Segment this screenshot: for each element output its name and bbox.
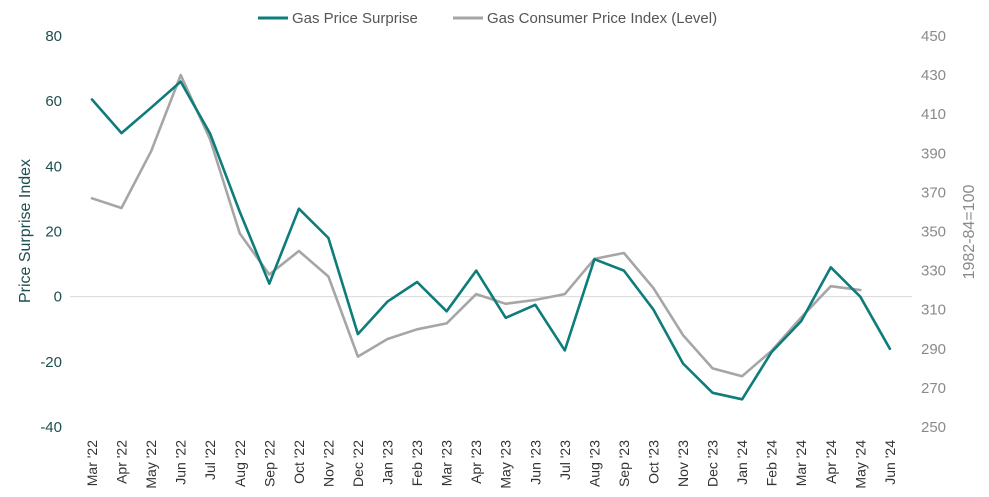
- x-tick-label: Aug '22: [232, 440, 248, 487]
- y-tick-label: -40: [40, 419, 62, 436]
- legend-label: Gas Price Surprise: [292, 10, 418, 27]
- legend: Gas Price Surprise Gas Consumer Price Ind…: [258, 10, 717, 27]
- x-tick-label: Sep '23: [616, 440, 632, 487]
- y2-tick-label: 430: [921, 67, 946, 84]
- x-tick-label: Jul '22: [202, 440, 218, 480]
- x-tick-label: Nov '22: [320, 440, 336, 487]
- y2-tick-label: 450: [921, 28, 946, 45]
- x-tick-label: Apr '23: [468, 440, 484, 484]
- x-tick-label: Oct '23: [645, 440, 661, 484]
- y2-tick-label: 310: [921, 302, 946, 319]
- y2-tick-label: 410: [921, 106, 946, 123]
- x-tick-label: Mar '23: [439, 440, 455, 486]
- y-tick-label: 60: [45, 93, 62, 110]
- x-tick-label: Jun '23: [527, 440, 543, 485]
- x-tick-label: Oct '22: [291, 440, 307, 484]
- series-line-gas-cpi: [90, 73, 862, 378]
- x-tick-label: Mar '22: [84, 440, 100, 486]
- x-tick-label: Jun '24: [882, 440, 898, 485]
- y2-axis-title: 1982-84=100: [961, 185, 978, 280]
- right-axis: 250 270 290 310 330 350 370 390 410 430 450: [921, 28, 946, 436]
- x-tick-label: Mar '24: [793, 440, 809, 486]
- x-tick-label: Sep '22: [261, 440, 277, 487]
- y2-tick-label: 330: [921, 263, 946, 280]
- y-tick-label: 0: [54, 289, 62, 306]
- x-tick-label: Jan '24: [734, 440, 750, 485]
- x-tick-label: Dec '23: [705, 440, 721, 487]
- x-tick-label: May '22: [143, 440, 159, 489]
- series-layer: [90, 73, 892, 401]
- x-tick-label: Jan '23: [380, 440, 396, 485]
- x-tick-label: May '24: [852, 440, 868, 489]
- legend-label: Gas Consumer Price Index (Level): [487, 10, 717, 27]
- y2-tick-label: 350: [921, 224, 946, 241]
- x-tick-label: Aug '23: [586, 440, 602, 487]
- x-tick-label: Nov '23: [675, 440, 691, 487]
- y2-tick-label: 390: [921, 145, 946, 162]
- y-tick-label: 20: [45, 224, 62, 241]
- legend-item-gas-price-surprise: Gas Price Surprise: [258, 10, 418, 27]
- y-tick-label: 40: [45, 158, 62, 175]
- x-tick-label: Apr '24: [823, 440, 839, 484]
- y2-tick-label: 270: [921, 380, 946, 397]
- left-axis: -40 -20 0 20 40 60 80: [40, 28, 62, 436]
- series-line-gas-price-surprise: [90, 80, 892, 401]
- y2-tick-label: 250: [921, 419, 946, 436]
- y2-tick-label: 370: [921, 184, 946, 201]
- legend-item-gas-cpi: Gas Consumer Price Index (Level): [453, 10, 717, 27]
- x-tick-label: Feb '23: [409, 440, 425, 486]
- y-axis-title: Price Surprise Index: [17, 159, 34, 303]
- x-tick-label: Feb '24: [764, 440, 780, 486]
- x-tick-label: May '23: [498, 440, 514, 489]
- y-tick-label: 80: [45, 28, 62, 45]
- x-tick-label: Jun '22: [173, 440, 189, 485]
- x-tick-label: Dec '22: [350, 440, 366, 487]
- x-tick-label: Jul '23: [557, 440, 573, 480]
- x-tick-label: Apr '22: [114, 440, 130, 484]
- y-tick-label: -20: [40, 354, 62, 371]
- y2-tick-label: 290: [921, 341, 946, 358]
- x-axis: Mar '22 Apr '22 May '22 Jun '22 Jul '22 Aug '…: [84, 440, 898, 489]
